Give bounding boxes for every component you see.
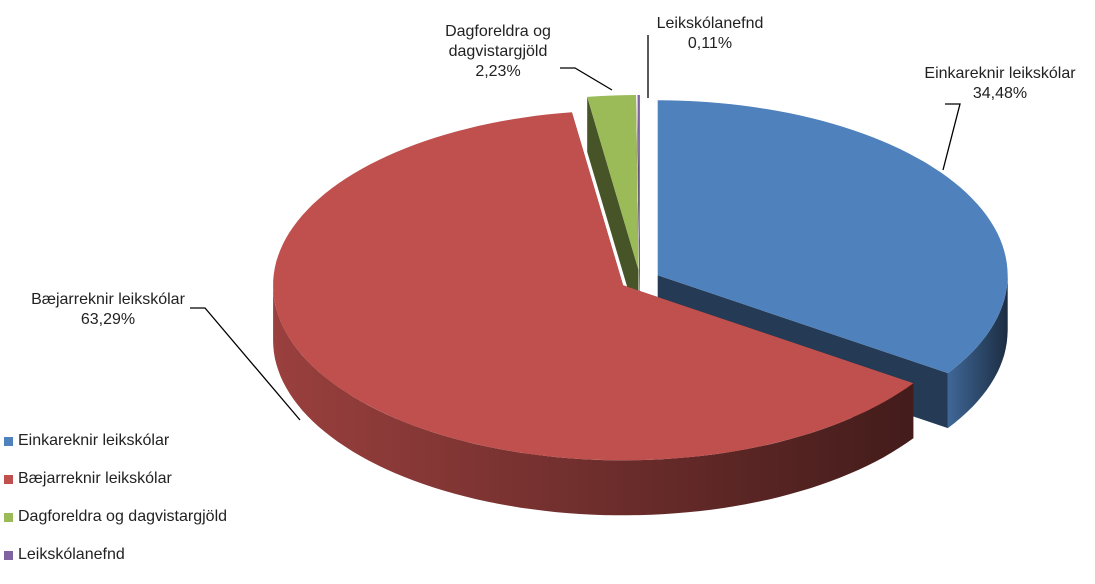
leader-line [190,307,301,421]
slice [637,95,640,270]
label-value: 63,29% [80,311,136,328]
data-label: Dagforeldra og dagvistargjöld 2,23% [418,22,578,82]
label-name: Dagforeldra og dagvistargjöld [445,23,551,60]
legend-item: Bæjarreknir leikskólar [4,470,172,488]
slice-side [637,95,640,325]
slice [587,95,639,270]
data-label: Leikskólanefnd 0,11% [645,14,775,54]
data-label: Bæjarreknir leikskólar 63,29% [8,290,208,330]
legend-swatch [4,436,13,446]
slice-side [273,285,914,516]
label-name: Bæjarreknir leikskólar [31,291,185,308]
legend-label: Bæjarreknir leikskólar [18,470,172,487]
legend-swatch [4,512,13,522]
leader-line [942,103,961,171]
legend-item: Leikskólanefnd [4,546,125,564]
legend-label: Dagforeldra og dagvistargjöld [18,508,228,525]
label-value: 0,11% [687,35,733,52]
label-name: Einkareknir leikskólar [924,65,1076,82]
legend-label: Einkareknir leikskólar [18,432,170,449]
label-value: 2,23% [475,63,521,80]
leader-line [560,67,613,91]
legend-item: Dagforeldra og dagvistargjöld [4,508,227,526]
legend-item: Einkareknir leikskólar [4,432,169,450]
slice [273,112,914,461]
slice [657,100,1008,374]
label-value: 34,48% [972,85,1028,102]
slice-side [587,96,639,326]
legend-swatch [4,474,13,484]
slice-side [947,275,1008,429]
legend-swatch [4,550,13,560]
legend-label: Leikskólanefnd [18,546,125,563]
label-name: Leikskólanefnd [656,15,764,32]
data-label: Einkareknir leikskólar 34,48% [900,64,1095,104]
